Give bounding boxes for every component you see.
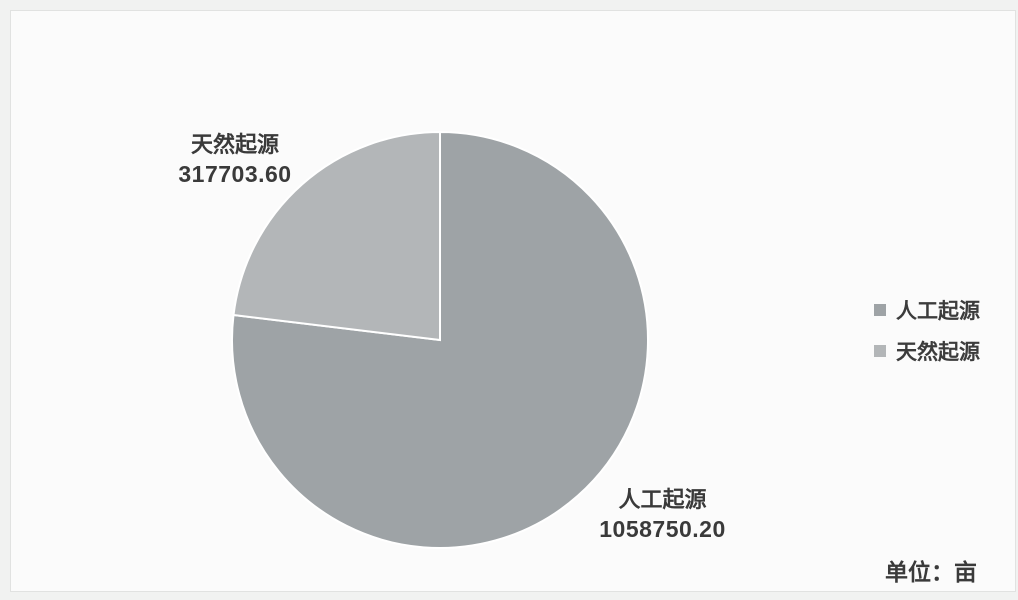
data-label-artificial-value: 1058750.20	[599, 516, 726, 542]
legend-item-natural: 天然起源	[874, 335, 980, 367]
pie-slice-natural	[232, 130, 441, 342]
legend-item-artificial: 人工起源	[874, 294, 980, 326]
data-label-artificial: 人工起源 1058750.20	[575, 487, 750, 543]
legend-label-artificial: 人工起源	[896, 299, 980, 323]
unit-label: 单位：亩	[885, 560, 977, 586]
data-label-artificial-name: 人工起源	[618, 488, 707, 513]
legend-label-natural: 天然起源	[896, 340, 980, 364]
data-label-natural: 天然起源 317703.60	[150, 132, 320, 188]
data-label-natural-value: 317703.60	[178, 161, 292, 187]
data-label-natural-name: 天然起源	[190, 133, 279, 158]
legend-swatch-artificial	[874, 304, 886, 316]
pie-slice-artificial	[231, 130, 649, 549]
legend: 人工起源 天然起源	[874, 294, 980, 376]
legend-swatch-natural	[874, 345, 886, 357]
